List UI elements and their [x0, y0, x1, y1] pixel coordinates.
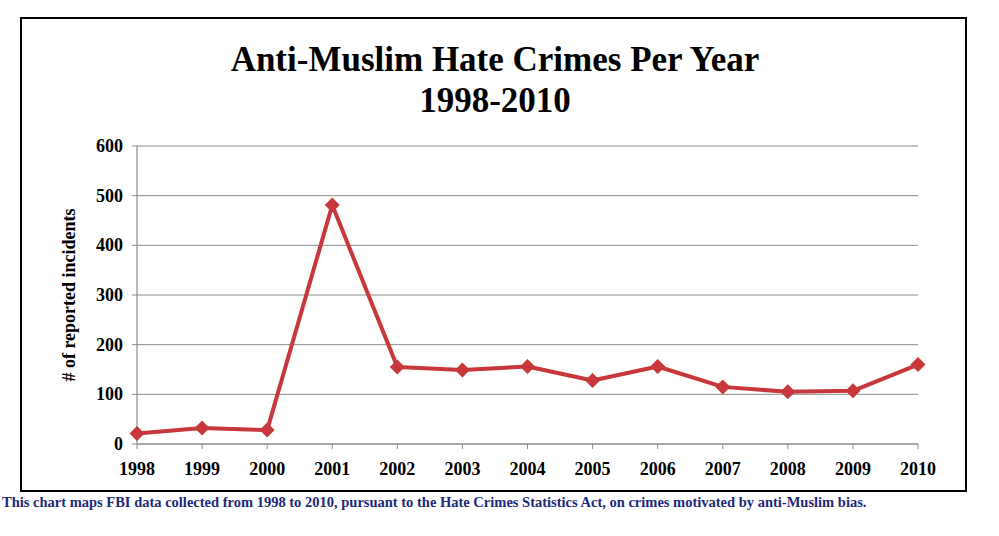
- tick-label: 400: [96, 235, 123, 255]
- tick-label: 500: [96, 186, 123, 206]
- tick-mark: [787, 444, 788, 449]
- tick-mark: [132, 295, 137, 296]
- tick-mark: [137, 444, 138, 449]
- data-point: [260, 423, 275, 438]
- data-point: [130, 426, 145, 441]
- axis-label: # of reported incidents: [59, 208, 79, 381]
- y-axis: [136, 146, 137, 444]
- tick-mark: [267, 444, 268, 449]
- subtitle: 1998-2010: [419, 81, 571, 120]
- data-point: [911, 357, 926, 372]
- grid-line: [137, 295, 918, 296]
- tick-label: 100: [96, 384, 123, 404]
- tick-mark: [132, 394, 137, 395]
- data-point: [455, 362, 470, 377]
- tick-mark: [202, 444, 203, 449]
- tick-label: 0: [114, 434, 123, 454]
- tick-mark: [722, 444, 723, 449]
- tick-label: 2008: [770, 459, 806, 479]
- tick-mark: [918, 444, 919, 449]
- data-point: [715, 379, 730, 394]
- tick-mark: [527, 444, 528, 449]
- tick-label: 2006: [640, 459, 676, 479]
- tick-label: 2002: [379, 459, 415, 479]
- data-line: [137, 205, 918, 433]
- plot-group: [130, 198, 926, 441]
- data-point: [390, 360, 405, 375]
- tick-mark: [332, 444, 333, 449]
- data-point: [195, 421, 210, 436]
- tick-mark: [852, 444, 853, 449]
- frame: [21, 18, 966, 491]
- chart: Anti-Muslim Hate Crimes Per Year1998-201…: [0, 0, 999, 492]
- tick-label: 2000: [249, 459, 285, 479]
- tick-mark: [397, 444, 398, 449]
- tick-mark: [592, 444, 593, 449]
- grid-line: [137, 344, 918, 345]
- tick-label: 2010: [900, 459, 936, 479]
- tick-label: 300: [96, 285, 123, 305]
- tick-mark: [132, 195, 137, 196]
- tick-label: 1998: [119, 459, 155, 479]
- tick-label: 2007: [705, 459, 741, 479]
- tick-label: 2004: [510, 459, 546, 479]
- data-point: [650, 359, 665, 374]
- tick-mark: [132, 146, 137, 147]
- grid-line: [137, 394, 918, 395]
- grid-line: [137, 195, 918, 196]
- data-point: [585, 373, 600, 388]
- tick-label: 200: [96, 335, 123, 355]
- grid-line: [137, 146, 918, 147]
- tick-mark: [132, 344, 137, 345]
- tick-mark: [132, 245, 137, 246]
- tick-label: 2005: [575, 459, 611, 479]
- tick-mark: [132, 444, 137, 445]
- data-point: [520, 359, 535, 374]
- data-point: [780, 384, 795, 399]
- tick-label: 2003: [444, 459, 480, 479]
- page: Anti-Muslim Hate Crimes Per Year1998-201…: [0, 0, 999, 536]
- caption: This chart maps FBI data collected from …: [2, 494, 992, 511]
- tick-mark: [657, 444, 658, 449]
- tick-label: 2001: [314, 459, 350, 479]
- grid-line: [137, 245, 918, 246]
- tick-label: 1999: [184, 459, 220, 479]
- tick-label: 600: [96, 136, 123, 156]
- tick-mark: [462, 444, 463, 449]
- data-point: [325, 198, 340, 213]
- data-point: [845, 383, 860, 398]
- tick-label: 2009: [835, 459, 871, 479]
- title: Anti-Muslim Hate Crimes Per Year: [231, 40, 760, 79]
